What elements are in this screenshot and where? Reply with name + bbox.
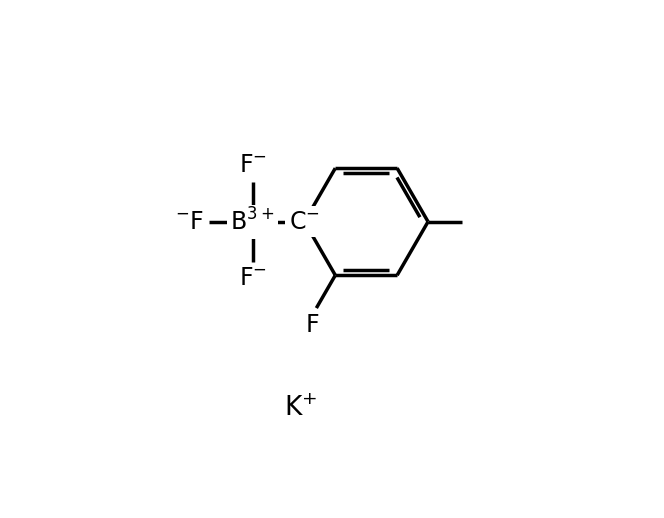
Text: B$^{3+}$: B$^{3+}$ — [230, 208, 275, 235]
Text: K$^{+}$: K$^{+}$ — [284, 396, 317, 422]
Text: C$^{-}$: C$^{-}$ — [289, 210, 320, 234]
Text: F$^{-}$: F$^{-}$ — [238, 153, 266, 177]
Text: $^{-}$F: $^{-}$F — [175, 210, 204, 234]
Text: F: F — [305, 313, 319, 337]
Text: F$^{-}$: F$^{-}$ — [238, 266, 266, 291]
